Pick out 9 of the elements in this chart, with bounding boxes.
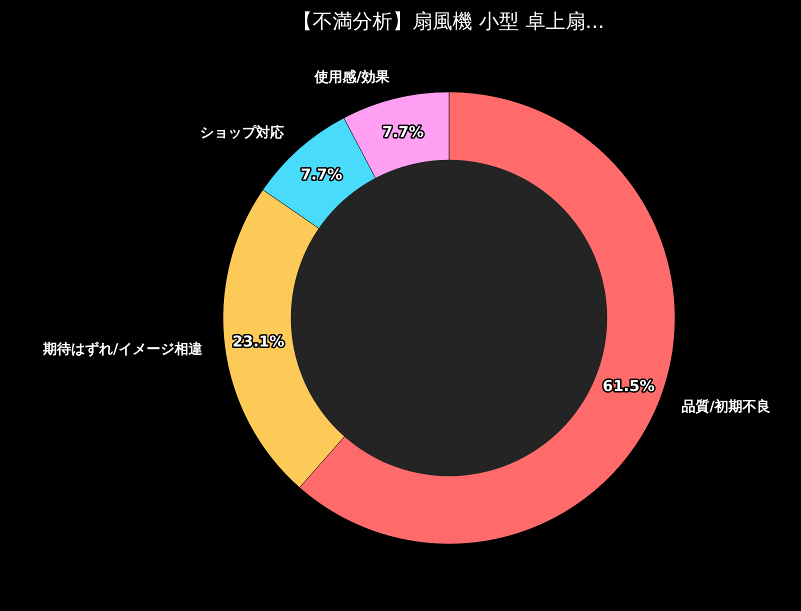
data-label: 7.7%	[300, 166, 342, 184]
chart-title: 【不満分析】扇風機 小型 卓上扇...	[292, 9, 604, 33]
data-label: 61.5%	[602, 377, 655, 396]
data-label: 23.1%	[232, 332, 284, 351]
slice-label: 使用感/効果	[313, 70, 390, 86]
slice-label: ショップ対応	[200, 124, 284, 141]
data-label: 7.7%	[382, 122, 424, 141]
slice-label: 品質/初期不良	[682, 398, 771, 415]
slice-label: 期待はずれ/イメージ相違	[42, 341, 204, 358]
